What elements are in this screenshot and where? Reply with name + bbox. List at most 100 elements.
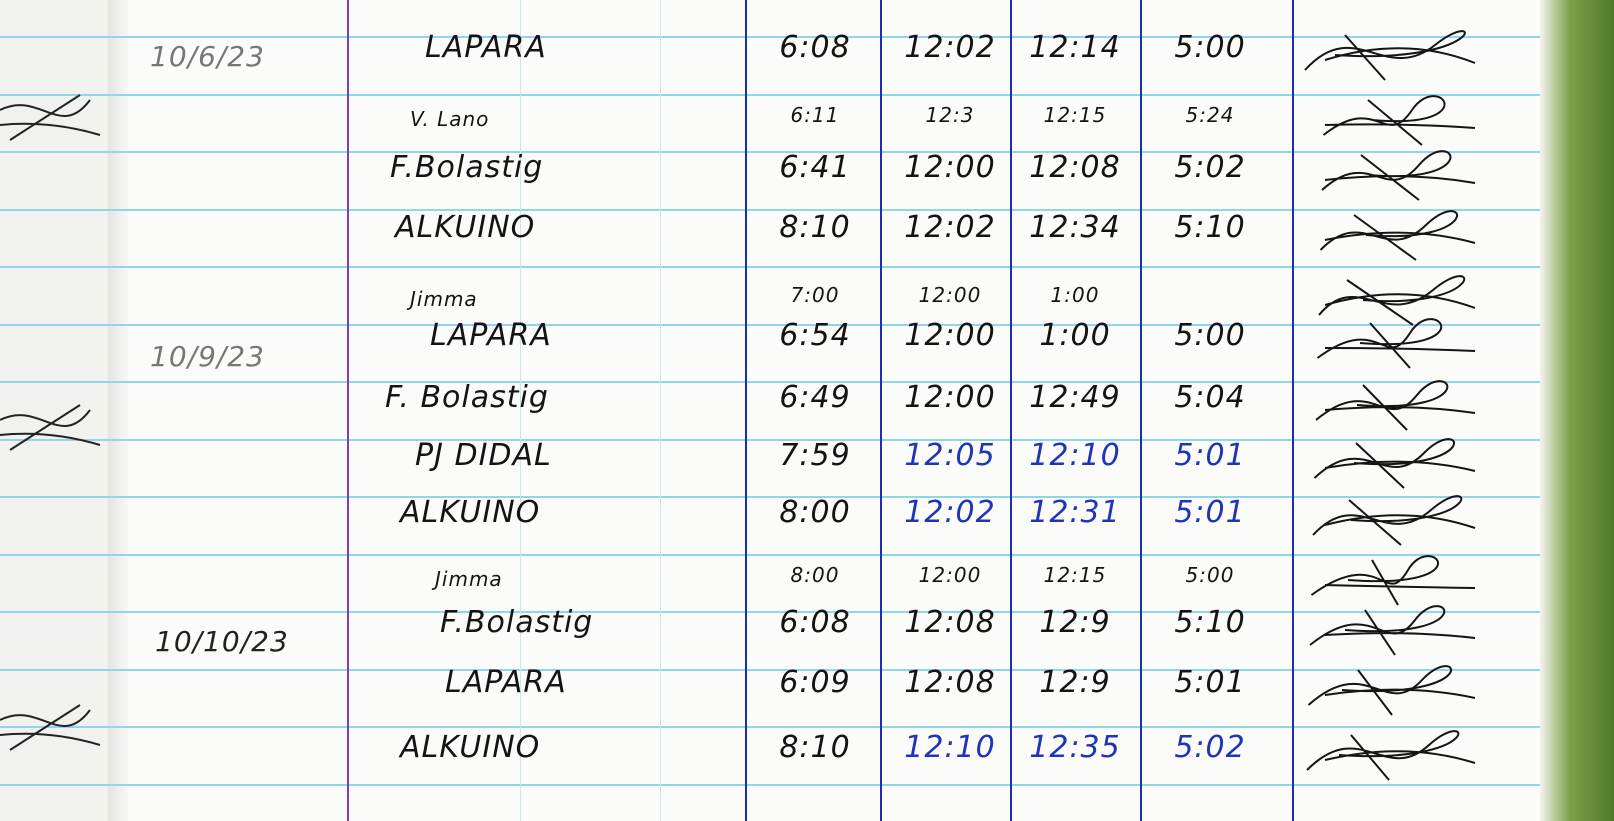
left-page bbox=[0, 0, 118, 821]
time-out-time: 5:00 bbox=[1185, 563, 1235, 587]
lunch-in-time: 12:9 bbox=[1039, 605, 1111, 640]
time-in-time: 6:54 bbox=[779, 318, 851, 353]
ruled-line bbox=[0, 783, 1540, 786]
lunch-out-time: 12:00 bbox=[918, 283, 982, 307]
ruled-line bbox=[0, 93, 1540, 96]
lunch-in-time: 12:08 bbox=[1029, 150, 1121, 185]
lunch-out-time: 12:02 bbox=[904, 30, 996, 65]
time-out-time: 5:10 bbox=[1174, 605, 1246, 640]
lunch-out-time: 12:02 bbox=[904, 210, 996, 245]
lunch-in-time: 12:15 bbox=[1043, 103, 1107, 127]
time-in-time: 8:00 bbox=[779, 495, 851, 530]
signature bbox=[1304, 30, 1476, 81]
time-out-time: 5:04 bbox=[1174, 380, 1246, 415]
book-spine bbox=[108, 0, 128, 821]
ruled-line bbox=[0, 726, 1540, 728]
column-divider bbox=[745, 0, 747, 821]
employee-name: Jimma bbox=[435, 567, 503, 591]
signature bbox=[1319, 210, 1476, 261]
entry-date: 10/9/23 bbox=[150, 340, 265, 373]
lunch-in-time: 12:10 bbox=[1029, 438, 1121, 473]
time-out-time: 5:10 bbox=[1174, 210, 1246, 245]
signature bbox=[1318, 275, 1476, 326]
entry-date: 10/10/23 bbox=[155, 625, 289, 658]
time-out-time: 5:01 bbox=[1174, 438, 1246, 473]
ruled-line bbox=[0, 381, 1540, 383]
lunch-out-time: 12:10 bbox=[904, 730, 996, 765]
lunch-in-time: 12:31 bbox=[1029, 495, 1121, 530]
left-page-signature bbox=[0, 704, 101, 751]
time-in-time: 7:00 bbox=[790, 283, 840, 307]
lunch-out-time: 12:00 bbox=[918, 563, 982, 587]
lunch-in-time: 12:9 bbox=[1039, 665, 1111, 700]
time-in-time: 8:10 bbox=[779, 730, 851, 765]
ruled-line bbox=[0, 266, 1540, 268]
employee-name: ALKUINO bbox=[400, 495, 541, 530]
employee-name: Jimma bbox=[410, 287, 478, 311]
time-in-time: 6:11 bbox=[790, 103, 840, 127]
employee-name: LAPARA bbox=[425, 30, 547, 65]
employee-name: LAPARA bbox=[445, 665, 567, 700]
time-out-time: 5:02 bbox=[1174, 730, 1246, 765]
signature bbox=[1321, 150, 1476, 201]
ruled-line bbox=[0, 323, 1540, 326]
time-in-time: 7:59 bbox=[779, 438, 851, 473]
signature bbox=[1307, 665, 1476, 716]
column-divider bbox=[880, 0, 882, 821]
left-page-signature bbox=[0, 404, 101, 451]
lunch-in-time: 12:35 bbox=[1029, 730, 1121, 765]
time-out-time: 5:24 bbox=[1185, 103, 1235, 127]
ruled-line bbox=[0, 208, 1540, 211]
time-in-time: 6:41 bbox=[779, 150, 851, 185]
time-in-time: 6:09 bbox=[779, 665, 851, 700]
time-out-time: 5:00 bbox=[1174, 30, 1246, 65]
ruled-line bbox=[0, 36, 1540, 38]
employee-name: F.Bolastig bbox=[440, 605, 594, 640]
lunch-in-time: 12:34 bbox=[1029, 210, 1121, 245]
employee-name: LAPARA bbox=[430, 318, 552, 353]
time-out-time: 5:01 bbox=[1174, 665, 1246, 700]
employee-name: F. Bolastig bbox=[385, 380, 549, 415]
signature bbox=[1316, 318, 1476, 369]
ruled-line bbox=[0, 553, 1540, 556]
time-in-time: 6:08 bbox=[779, 605, 851, 640]
entry-date: 10/6/23 bbox=[150, 40, 265, 73]
lunch-out-time: 12:00 bbox=[904, 380, 996, 415]
column-divider bbox=[1010, 0, 1012, 821]
column-divider bbox=[1140, 0, 1142, 821]
signature bbox=[1310, 555, 1476, 606]
time-out-time: 5:00 bbox=[1174, 318, 1246, 353]
time-in-time: 8:00 bbox=[790, 563, 840, 587]
signature bbox=[1306, 730, 1476, 781]
faint-column-line bbox=[520, 0, 521, 821]
time-in-time: 6:49 bbox=[779, 380, 851, 415]
signature bbox=[1312, 495, 1476, 546]
ruled-line bbox=[0, 151, 1540, 153]
employee-name: V. Lano bbox=[410, 107, 490, 131]
faint-column-line bbox=[660, 0, 661, 821]
employee-name: ALKUINO bbox=[395, 210, 536, 245]
time-out-time: 5:01 bbox=[1174, 495, 1246, 530]
lunch-out-time: 12:05 bbox=[904, 438, 996, 473]
lunch-out-time: 12:02 bbox=[904, 495, 996, 530]
lunch-out-time: 12:00 bbox=[904, 318, 996, 353]
cover-edge bbox=[1540, 0, 1614, 821]
employee-name: ALKUINO bbox=[400, 730, 541, 765]
time-out-time: 5:02 bbox=[1174, 150, 1246, 185]
lunch-in-time: 12:14 bbox=[1029, 30, 1121, 65]
column-divider bbox=[347, 0, 349, 821]
lunch-out-time: 12:08 bbox=[904, 605, 996, 640]
ruled-line bbox=[0, 611, 1540, 613]
time-in-time: 8:10 bbox=[779, 210, 851, 245]
signature bbox=[1313, 438, 1476, 489]
lunch-out-time: 12:00 bbox=[904, 150, 996, 185]
lunch-in-time: 1:00 bbox=[1039, 318, 1111, 353]
employee-name: F.Bolastig bbox=[390, 150, 544, 185]
lunch-in-time: 12:15 bbox=[1043, 563, 1107, 587]
time-in-time: 6:08 bbox=[779, 30, 851, 65]
ruled-line bbox=[0, 438, 1540, 441]
ruled-line bbox=[0, 668, 1540, 671]
lunch-in-time: 1:00 bbox=[1050, 283, 1100, 307]
left-page-signature bbox=[0, 94, 101, 141]
lunch-in-time: 12:49 bbox=[1029, 380, 1121, 415]
